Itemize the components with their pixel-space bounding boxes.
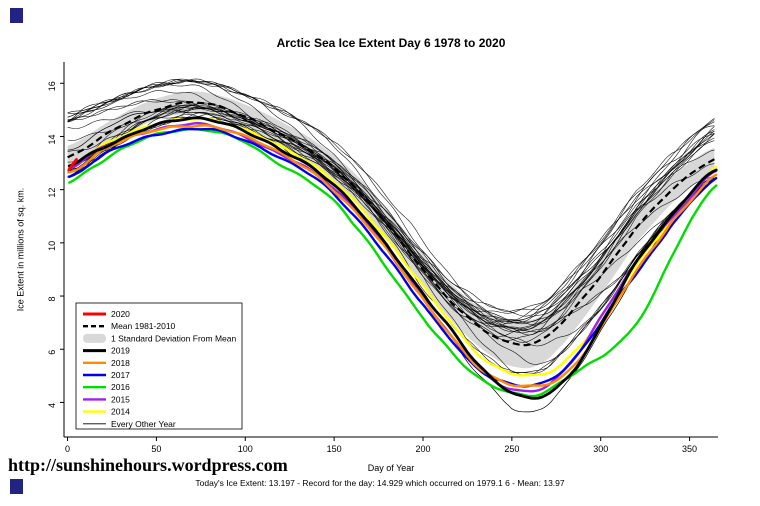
- legend-label: 2019: [111, 346, 130, 356]
- every-other-year-line: [67, 107, 715, 314]
- every-other-year-line: [67, 106, 715, 312]
- legend-label: Mean 1981-2010: [111, 321, 176, 331]
- every-other-year-line: [67, 80, 715, 336]
- watermark-url: http://sunshinehours.wordpress.com: [8, 455, 288, 475]
- legend-label: 2018: [111, 358, 130, 368]
- y-tick-label: 14: [47, 134, 57, 144]
- y-tick-label: 12: [47, 188, 57, 198]
- every-other-year-line: [67, 110, 715, 330]
- x-tick-label: 250: [504, 444, 519, 454]
- x-tick-label: 0: [65, 444, 70, 454]
- x-axis-label: Day of Year: [367, 463, 415, 473]
- every-other-year-line: [67, 84, 715, 341]
- legend-label: Every Other Year: [111, 419, 176, 429]
- y-tick-label: 16: [47, 81, 57, 91]
- every-other-year-line: [67, 103, 715, 374]
- every-other-year-line: [67, 79, 715, 322]
- every-other-year-line: [67, 99, 715, 327]
- chart-title: Arctic Sea Ice Extent Day 6 1978 to 2020: [276, 36, 506, 50]
- every-other-year-line: [67, 80, 715, 343]
- series-line-2019: [67, 116, 718, 400]
- corner-mark-bottom: [10, 479, 23, 494]
- every-other-year-line: [67, 107, 715, 325]
- legend-label: 2015: [111, 394, 130, 404]
- corner-mark-top: [10, 8, 23, 23]
- x-tick-label: 350: [682, 444, 697, 454]
- footer-caption: Today's Ice Extent: 13.197 - Record for …: [195, 478, 565, 488]
- x-tick-label: 100: [238, 444, 253, 454]
- mean-line: [67, 101, 715, 347]
- legend-label: 2016: [111, 382, 130, 392]
- y-tick-label: 4: [47, 403, 57, 408]
- y-axis-label: Ice Extent in millions of sq. km.: [15, 187, 26, 312]
- legend-swatch-band: [83, 333, 106, 343]
- x-tick-label: 50: [151, 444, 161, 454]
- legend-label: 1 Standard Deviation From Mean: [111, 333, 236, 343]
- axis-lines: [63, 62, 718, 438]
- x-tick-label: 300: [593, 444, 608, 454]
- legend-box: [75, 302, 243, 430]
- x-tick-label: 200: [415, 444, 430, 454]
- every-other-year-line: [67, 78, 715, 324]
- legend-label: 2020: [111, 309, 130, 319]
- y-tick-label: 6: [47, 350, 57, 355]
- series-line-2020: [67, 158, 78, 171]
- legend-label: 2014: [111, 407, 130, 417]
- y-tick-label: 10: [47, 241, 57, 251]
- legend-label: 2017: [111, 370, 130, 380]
- y-tick-label: 8: [47, 297, 57, 302]
- x-tick-label: 150: [327, 444, 342, 454]
